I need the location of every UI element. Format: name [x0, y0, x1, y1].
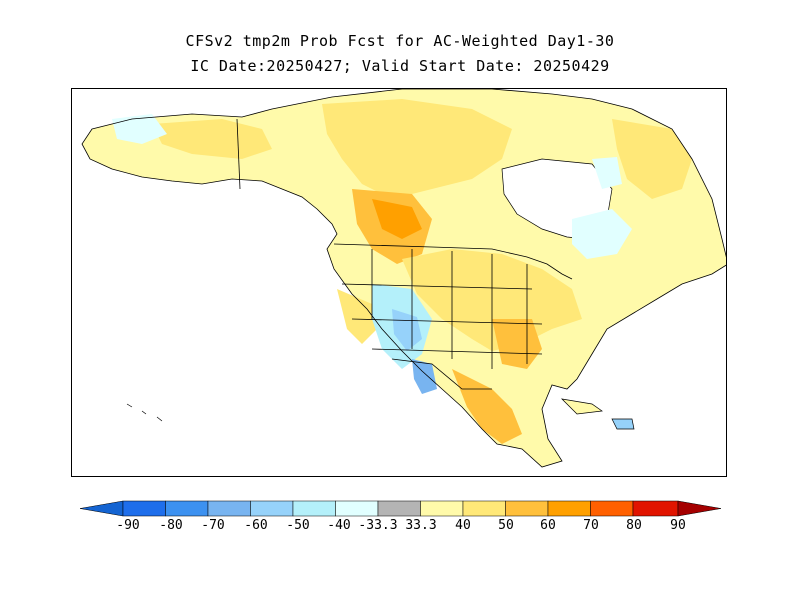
legend-bin-warm-50 [505, 500, 549, 517]
legend-bin-blue-40 [292, 500, 336, 517]
legend-arrow-left [80, 500, 124, 517]
map-svg [81, 89, 726, 468]
legend-label: -90 [116, 518, 140, 533]
legend-label: 70 [583, 518, 599, 533]
legend-bin-blue-33 [335, 500, 379, 517]
legend-label: 33.3 [405, 518, 437, 533]
color-legend [80, 500, 721, 517]
legend-bin-blue-80 [122, 500, 166, 517]
legend-label: -40 [327, 518, 351, 533]
legend-label: -70 [201, 518, 225, 533]
forecast-map [71, 88, 727, 477]
chart-subtitle: IC Date:20250427; Valid Start Date: 2025… [190, 57, 610, 75]
legend-label: -80 [159, 518, 183, 533]
legend-label: 50 [498, 518, 514, 533]
warm-patches [152, 99, 692, 444]
legend-label: 80 [626, 518, 642, 533]
chart-title: CFSv2 tmp2m Prob Fcst for AC-Weighted Da… [185, 32, 615, 50]
legend-label: -60 [244, 518, 268, 533]
legend-bin-blue-60 [207, 500, 251, 517]
legend-label: -50 [286, 518, 310, 533]
legend-label: 60 [540, 518, 556, 533]
legend-bin-warm-70 [590, 500, 634, 517]
legend-bin-warm-80 [632, 500, 679, 517]
legend-bin-blue-70 [165, 500, 209, 517]
legend-label: 40 [455, 518, 471, 533]
legend-bin-neutral [377, 500, 421, 517]
legend-bin-warm-33 [420, 500, 464, 517]
legend-bin-warm-60 [547, 500, 591, 517]
political-boundaries [81, 89, 726, 468]
legend-label: 90 [670, 518, 686, 533]
legend-bin-warm-40 [462, 500, 506, 517]
legend-label: -33.3 [358, 518, 398, 533]
legend-arrow-right [677, 500, 721, 517]
legend-bin-blue-50 [250, 500, 294, 517]
islands [126, 398, 635, 430]
